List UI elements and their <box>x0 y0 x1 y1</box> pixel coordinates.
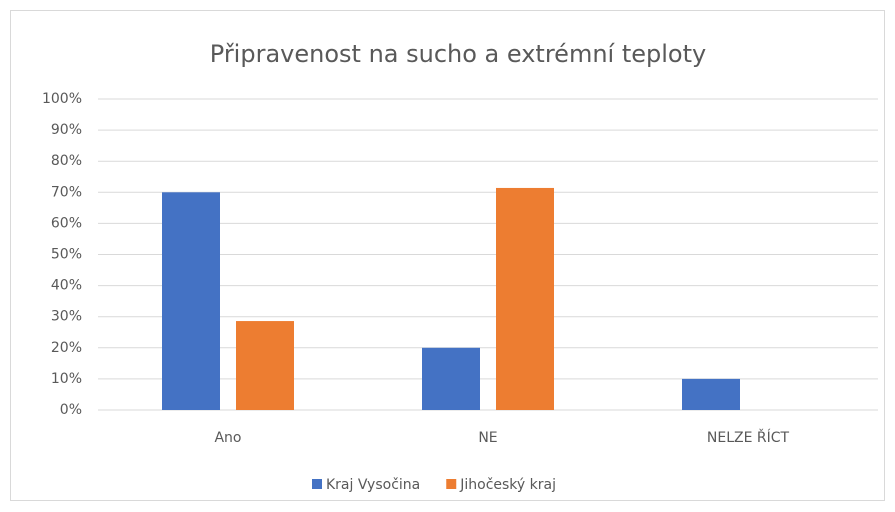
y-tick-label: 90% <box>51 122 82 138</box>
bar <box>682 378 740 410</box>
y-tick-label: 40% <box>51 278 82 294</box>
legend-swatch <box>446 479 457 489</box>
x-tick-label: NE <box>478 430 497 446</box>
bar <box>422 347 480 410</box>
bar <box>236 321 294 410</box>
y-tick-label: 100% <box>42 91 82 107</box>
bar <box>496 187 554 410</box>
y-tick-label: 10% <box>51 371 82 387</box>
chart-border <box>10 10 885 501</box>
y-tick-label: 60% <box>51 215 82 231</box>
legend-label: Jihočeský kraj <box>459 477 556 493</box>
y-tick-label: 20% <box>51 340 82 356</box>
chart-title: Připravenost na sucho a extrémní teploty <box>210 40 706 68</box>
y-tick-label: 30% <box>51 309 82 325</box>
x-tick-label: Ano <box>214 430 241 446</box>
y-tick-label: 80% <box>51 153 82 169</box>
y-tick-label: 0% <box>60 402 82 418</box>
y-tick-label: 50% <box>51 247 82 263</box>
x-tick-label: NELZE ŘÍCT <box>707 429 790 446</box>
legend-swatch <box>312 479 322 489</box>
legend-label: Kraj Vysočina <box>326 477 420 493</box>
y-tick-label: 70% <box>51 184 82 200</box>
bar <box>162 192 220 410</box>
